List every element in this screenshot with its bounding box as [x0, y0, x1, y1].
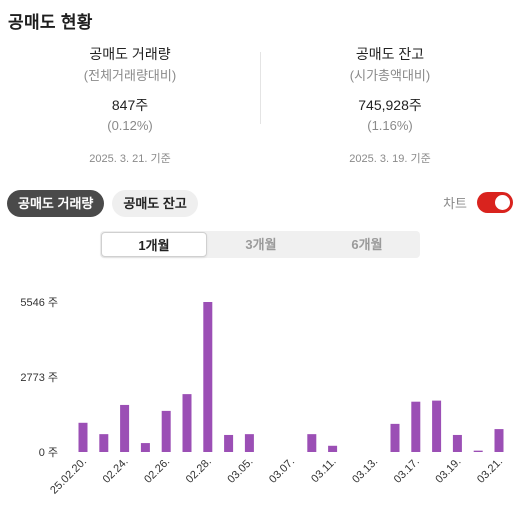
bar-03.17.[interactable] — [411, 401, 421, 452]
bar-03.18.[interactable] — [432, 400, 442, 452]
volume-value: 847주 — [111, 97, 149, 113]
y-tick-label: 2773 주 — [20, 372, 58, 384]
y-tick-label: 5546 주 — [20, 297, 58, 309]
period-selector: 1개월 3개월 6개월 — [100, 231, 420, 258]
balance-label: 공매도 잔고 — [355, 46, 425, 62]
chart-toggle[interactable] — [477, 192, 513, 213]
balance-value: 745,928주 — [358, 97, 422, 113]
period-1-month[interactable]: 1개월 — [101, 232, 207, 257]
short-volume-chart: 5546 주 2773 주 0 주 25.02.20. 02.24. 02.26. 02.2… — [0, 290, 520, 513]
bar-02.26.[interactable] — [161, 410, 171, 452]
x-tick-label: 03.13. — [350, 456, 380, 486]
volume-summary: 공매도 거래량 (전체거래량대비) 847주 (0.12%) 2025. 3. … — [0, 44, 260, 167]
bar-chart-svg: 5546 주 2773 주 0 주25.02.20. 02.24. 02.26. 02.2… — [20, 297, 505, 497]
bar-03.04.[interactable] — [224, 434, 234, 452]
x-tick-label: 03.21. — [475, 456, 505, 486]
bar-03.14.[interactable] — [390, 423, 400, 452]
bar-03.10.[interactable] — [307, 434, 317, 452]
chart-toggle-group: 차트 — [443, 192, 513, 213]
chart-toggle-label: 차트 — [443, 196, 467, 211]
tab-short-volume[interactable]: 공매도 거래량 — [7, 190, 105, 217]
volume-label: 공매도 거래량 — [89, 46, 171, 62]
balance-date: 2025. 3. 19. 기준 — [349, 153, 431, 165]
period-3-months[interactable]: 3개월 — [245, 237, 277, 252]
bar-25.02.20.[interactable] — [78, 422, 88, 452]
bar-02.28.[interactable] — [203, 302, 213, 452]
bar-02.27.[interactable] — [182, 394, 192, 452]
y-tick-label: 0 주 — [39, 447, 58, 459]
toggle-knob — [495, 195, 510, 210]
x-tick-label: 03.05. — [225, 456, 255, 486]
x-tick-label: 02.28. — [184, 456, 214, 486]
bar-02.24.[interactable] — [120, 404, 130, 452]
x-tick-label: 02.24. — [101, 456, 131, 486]
period-6-months[interactable]: 6개월 — [351, 237, 383, 252]
bar-03.21.[interactable] — [494, 429, 504, 452]
x-tick-label: 02.26. — [142, 456, 172, 486]
x-tick-label: 03.11. — [309, 456, 339, 486]
balance-summary: 공매도 잔고 (시가총액대비) 745,928주 (1.16%) 2025. 3… — [260, 44, 520, 167]
data-type-tabs: 공매도 거래량 공매도 잔고 — [7, 190, 198, 217]
bar-03.05.[interactable] — [244, 434, 254, 452]
bar-03.20.[interactable] — [473, 450, 483, 452]
x-tick-label: 03.19. — [433, 456, 463, 486]
x-tick-label: 25.02.20. — [48, 456, 89, 497]
bar-03.19.[interactable] — [452, 434, 462, 452]
volume-percent: (0.12%) — [107, 118, 153, 133]
bar-02.25.[interactable] — [140, 443, 150, 452]
short-selling-summary: 공매도 거래량 (전체거래량대비) 847주 (0.12%) 2025. 3. … — [0, 44, 520, 172]
volume-sublabel: (전체거래량대비) — [83, 68, 177, 83]
balance-percent: (1.16%) — [367, 118, 413, 133]
tab-short-balance[interactable]: 공매도 잔고 — [112, 190, 198, 217]
volume-date: 2025. 3. 21. 기준 — [89, 153, 171, 165]
page-title: 공매도 현황 — [8, 13, 93, 32]
x-tick-label: 03.17. — [392, 456, 422, 486]
x-tick-label: 03.07. — [267, 456, 297, 486]
bar-02.21.[interactable] — [99, 434, 109, 452]
balance-sublabel: (시가총액대비) — [349, 68, 431, 83]
bar-03.11.[interactable] — [328, 445, 338, 452]
summary-divider — [260, 52, 261, 124]
